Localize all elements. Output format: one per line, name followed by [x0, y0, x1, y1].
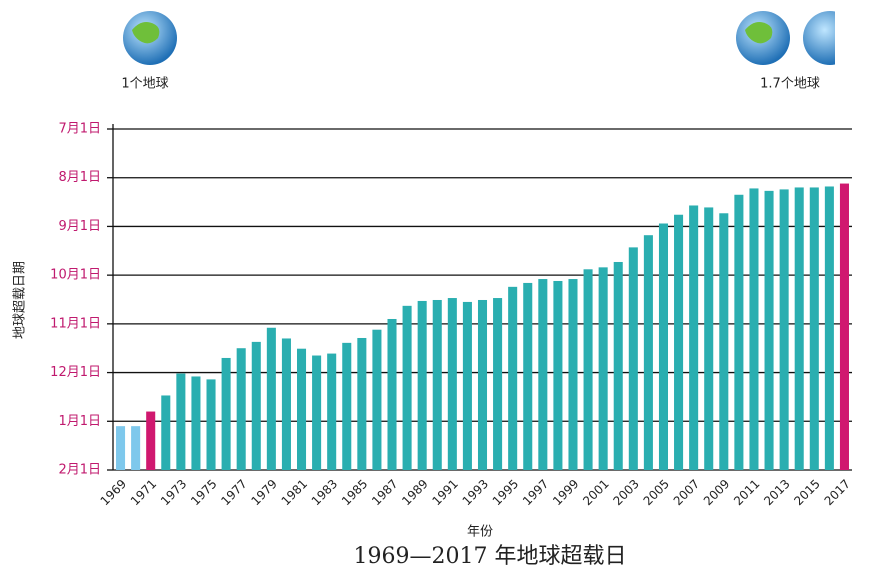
bar — [704, 207, 714, 470]
bar — [508, 286, 518, 470]
bar — [296, 348, 307, 470]
x-tick-label: 2009 — [701, 477, 732, 508]
x-tick-label: 2001 — [580, 477, 611, 508]
bar — [689, 205, 699, 470]
bar — [206, 379, 216, 470]
x-tick-label: 1981 — [279, 477, 310, 508]
bar — [734, 194, 744, 470]
y-tick-label: 11月1日 — [50, 316, 101, 331]
globe-icon — [803, 11, 835, 65]
bar — [402, 305, 412, 470]
x-tick-label: 1973 — [158, 477, 189, 508]
bar — [824, 186, 834, 471]
x-tick-label: 2015 — [791, 477, 822, 508]
bar — [372, 329, 382, 470]
x-tick-label: 1999 — [550, 477, 581, 508]
annotation: 1.7个地球 — [760, 77, 820, 92]
annotation: 1个地球 — [121, 77, 168, 92]
x-tick-label: 1989 — [399, 477, 430, 508]
bar — [794, 187, 804, 470]
x-tick-label: 2013 — [761, 477, 792, 508]
bar — [432, 299, 442, 470]
y-tick-label: 9月1日 — [58, 219, 101, 234]
bar — [161, 395, 171, 470]
chart-title: 1969—2017 年地球超载日 — [354, 544, 627, 569]
bar — [417, 300, 427, 470]
x-tick-label: 1975 — [188, 477, 219, 508]
x-tick-label: 2007 — [671, 477, 702, 508]
bar — [251, 341, 261, 470]
bar — [342, 342, 352, 470]
bar — [598, 267, 608, 470]
bar — [236, 348, 246, 470]
y-axis-label: 地球超载日期 — [13, 261, 28, 339]
bar — [643, 235, 653, 470]
bar — [221, 357, 231, 470]
bar — [628, 247, 638, 470]
bar — [462, 301, 472, 470]
bar — [357, 337, 367, 470]
bar — [146, 411, 156, 470]
x-axis-label: 年份 — [467, 525, 493, 540]
bar — [266, 327, 276, 470]
bar — [131, 426, 141, 470]
bar — [312, 355, 322, 470]
bar — [176, 373, 186, 470]
x-tick-label: 2017 — [822, 477, 853, 508]
x-tick-label: 1995 — [490, 477, 521, 508]
bar — [658, 223, 669, 470]
y-tick-label: 8月1日 — [58, 170, 101, 185]
bar — [493, 298, 503, 470]
x-tick-label: 1997 — [520, 477, 551, 508]
x-tick-label: 2005 — [641, 477, 672, 508]
bar — [674, 214, 684, 470]
bar — [779, 189, 789, 471]
x-tick-label: 1971 — [128, 477, 159, 508]
bar — [523, 282, 533, 470]
bar — [447, 298, 457, 470]
bar — [613, 261, 623, 470]
bar — [387, 318, 397, 470]
x-tick-label: 1985 — [339, 477, 370, 508]
bar — [538, 279, 548, 470]
y-tick-label: 7月1日 — [58, 122, 101, 137]
bar — [583, 269, 593, 470]
y-tick-label: 12月1日 — [50, 365, 101, 380]
bar — [281, 338, 291, 470]
y-tick-label: 2月1日 — [58, 463, 101, 478]
bar — [327, 353, 337, 470]
bar — [719, 213, 729, 471]
bar — [116, 426, 126, 470]
x-tick-label: 1993 — [460, 477, 491, 508]
x-tick-label: 2003 — [610, 477, 641, 508]
globe-icon — [123, 11, 177, 65]
x-tick-label: 1991 — [429, 477, 460, 508]
bar — [568, 279, 578, 470]
bar — [553, 280, 563, 470]
globe-icon — [736, 11, 790, 65]
x-tick-label: 1977 — [218, 477, 249, 508]
bar — [191, 376, 201, 470]
bar — [839, 183, 849, 470]
x-tick-label: 2011 — [731, 477, 762, 508]
y-tick-label: 10月1日 — [50, 268, 101, 283]
bar — [809, 187, 819, 470]
x-tick-label: 1987 — [369, 477, 400, 508]
bar — [764, 190, 774, 471]
x-tick-label: 1979 — [248, 477, 279, 508]
x-tick-label: 1969 — [98, 477, 129, 508]
bar — [749, 188, 759, 470]
x-tick-label: 1983 — [309, 477, 340, 508]
bar — [477, 299, 488, 470]
y-tick-label: 1月1日 — [58, 414, 101, 429]
